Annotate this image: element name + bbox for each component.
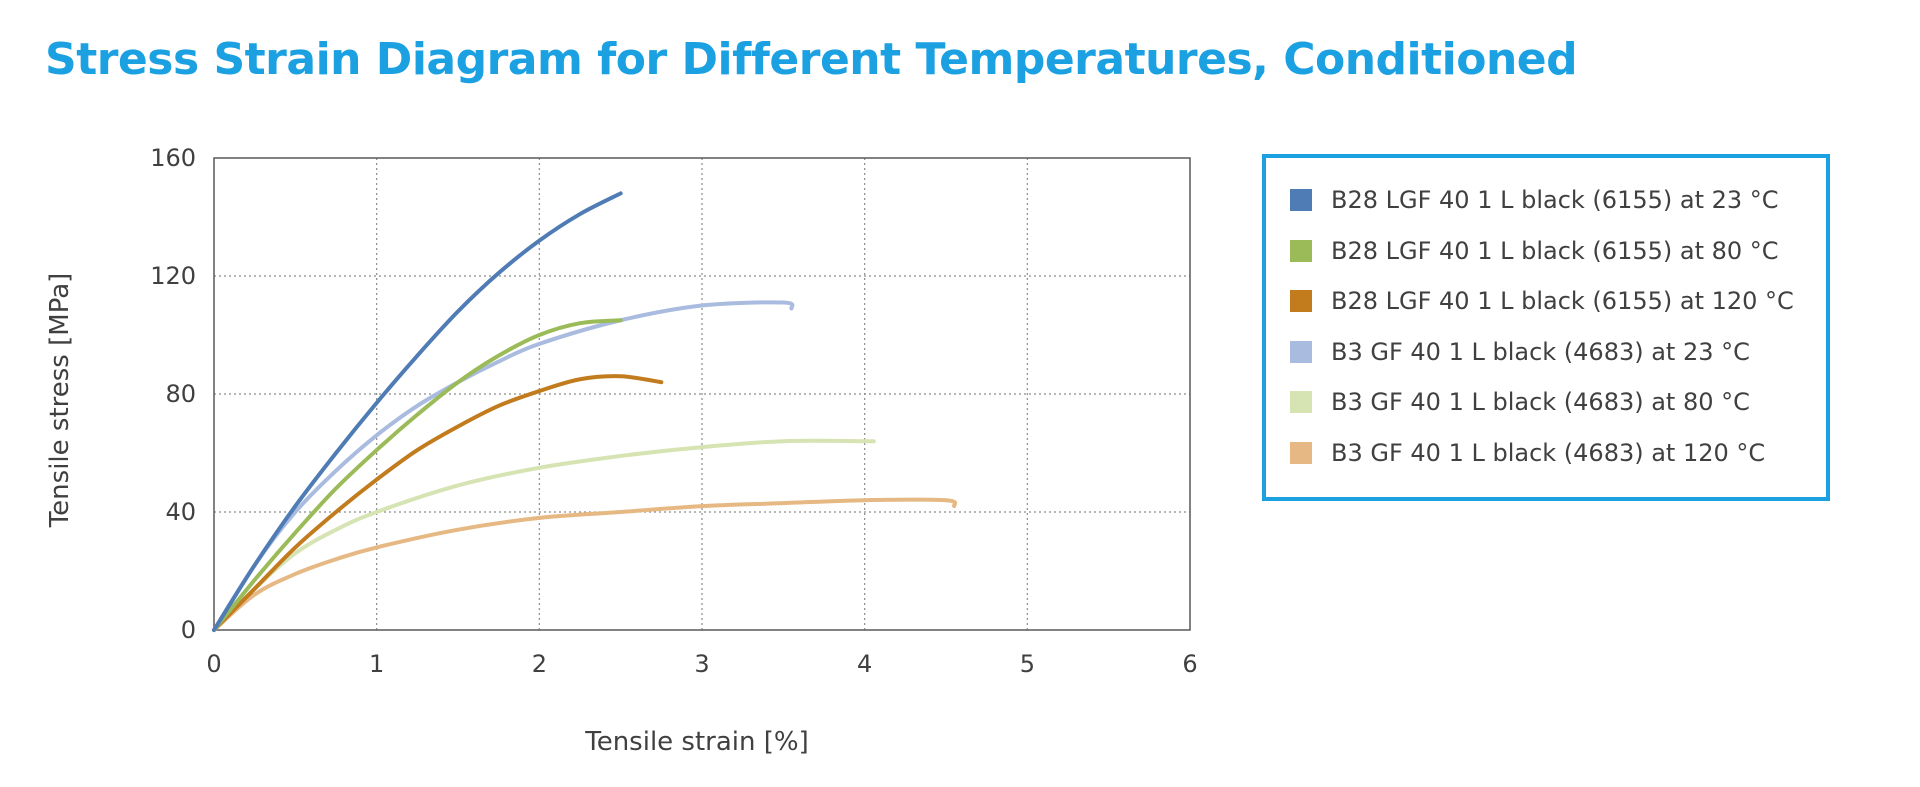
legend-swatch — [1290, 290, 1312, 313]
legend-label: B28 LGF 40 1 L black (6155) at 120 °C — [1331, 287, 1794, 316]
x-tick-label: 0 — [206, 650, 221, 678]
legend-label: B3 GF 40 1 L black (4683) at 23 °C — [1331, 337, 1750, 366]
legend-item: B3 GF 40 1 L black (4683) at 23 °C — [1290, 327, 1826, 378]
tick-labels: 0 1 2 3 4 5 6 0 40 80 120 160 — [150, 144, 1197, 678]
series-lines — [212, 191, 958, 632]
chart-legend: B28 LGF 40 1 L black (6155) at 23 °C B28… — [1262, 154, 1830, 501]
y-axis-label: Tensile stress [MPa] — [45, 273, 75, 529]
y-tick-label: 160 — [150, 144, 196, 172]
x-tick-label: 6 — [1182, 650, 1197, 678]
legend-item: B28 LGF 40 1 L black (6155) at 120 °C — [1290, 276, 1826, 327]
series-line — [212, 497, 958, 632]
legend-swatch — [1290, 239, 1312, 262]
legend-item: B28 LGF 40 1 L black (6155) at 23 °C — [1290, 175, 1826, 226]
legend-label: B28 LGF 40 1 L black (6155) at 80 °C — [1331, 236, 1779, 265]
stress-strain-chart: 0 1 2 3 4 5 6 0 40 80 120 160 Tensile strain [%] Te… — [45, 144, 1198, 757]
x-tick-label: 1 — [369, 650, 384, 678]
legend-label: B3 GF 40 1 L black (4683) at 120 °C — [1331, 438, 1766, 467]
y-tick-label: 120 — [150, 262, 196, 290]
legend-swatch — [1290, 441, 1312, 464]
x-axis-label: Tensile strain [%] — [584, 727, 809, 757]
legend-swatch — [1290, 340, 1312, 363]
legend-label: B28 LGF 40 1 L black (6155) at 23 °C — [1331, 186, 1779, 215]
y-tick-label: 80 — [165, 380, 196, 408]
series-line — [212, 374, 664, 632]
x-tick-label: 4 — [857, 650, 872, 678]
series-line — [212, 318, 623, 632]
legend-swatch — [1290, 391, 1312, 414]
legend-label: B3 GF 40 1 L black (4683) at 80 °C — [1331, 388, 1750, 417]
x-tick-label: 3 — [694, 650, 709, 678]
legend-item: B3 GF 40 1 L black (4683) at 80 °C — [1290, 377, 1826, 428]
legend-item: B28 LGF 40 1 L black (6155) at 80 °C — [1290, 226, 1826, 277]
chart-title: Stress Strain Diagram for Different Temp… — [45, 34, 1578, 85]
legend-swatch — [1290, 189, 1312, 212]
series-line — [212, 191, 623, 632]
legend-item: B3 GF 40 1 L black (4683) at 120 °C — [1290, 428, 1826, 479]
plot-area-frame — [213, 157, 1191, 631]
x-tick-label: 2 — [532, 650, 547, 678]
y-tick-label: 40 — [165, 498, 196, 526]
series-line — [212, 438, 876, 632]
grid-lines — [214, 158, 1190, 630]
x-tick-label: 5 — [1020, 650, 1035, 678]
y-tick-label: 0 — [181, 616, 196, 644]
